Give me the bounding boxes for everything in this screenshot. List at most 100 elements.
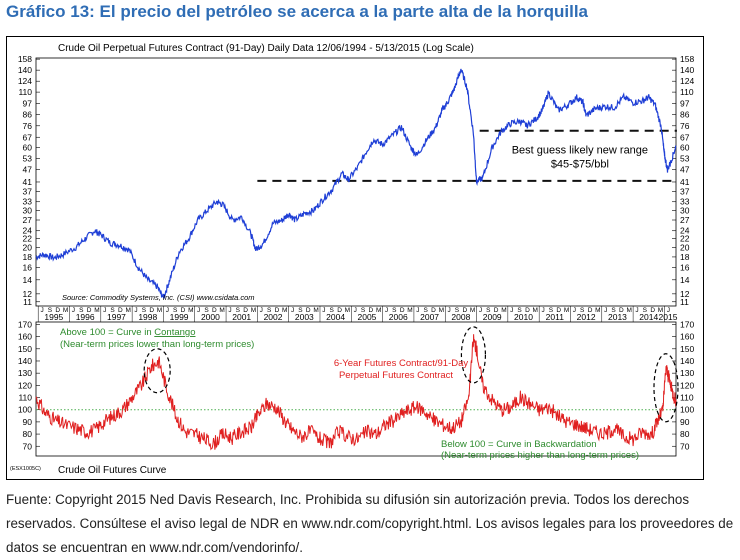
year-label: 2003 bbox=[295, 312, 314, 322]
month-label: J bbox=[103, 307, 106, 314]
month-label: J bbox=[291, 307, 294, 314]
bottom-ytick-label: 130 bbox=[18, 368, 32, 378]
top-ytick-label: 86 bbox=[680, 110, 690, 120]
month-label: S bbox=[267, 307, 272, 314]
bottom-ytick-label: 90 bbox=[680, 417, 690, 427]
top-ytick-label: 86 bbox=[23, 110, 33, 120]
top-ytick-label: 76 bbox=[680, 121, 690, 131]
month-label: J bbox=[385, 307, 388, 314]
month-label: J bbox=[604, 307, 607, 314]
backwardation-label: Below 100 = Curve in Backwardation bbox=[441, 439, 597, 450]
month-label: D bbox=[588, 307, 593, 314]
month-label: M bbox=[564, 307, 569, 314]
month-label: J bbox=[40, 307, 43, 314]
month-label: J bbox=[322, 307, 325, 314]
top-ytick-label: 18 bbox=[680, 252, 690, 262]
year-label: 1997 bbox=[107, 312, 126, 322]
bottom-ytick-label: 170 bbox=[18, 319, 32, 329]
year-label: 2006 bbox=[389, 312, 408, 322]
top-price-series bbox=[35, 68, 677, 299]
top-ytick-label: 110 bbox=[680, 87, 694, 97]
top-ytick-label: 33 bbox=[680, 197, 690, 207]
month-label: D bbox=[181, 307, 186, 314]
top-reference-lines bbox=[257, 129, 677, 182]
month-label: M bbox=[376, 307, 381, 314]
month-label: S bbox=[110, 307, 115, 314]
month-label: J bbox=[479, 307, 482, 314]
month-label: M bbox=[313, 307, 318, 314]
month-label: S bbox=[204, 307, 209, 314]
month-label: S bbox=[173, 307, 178, 314]
month-label: M bbox=[94, 307, 99, 314]
bottom-ytick-label: 80 bbox=[680, 429, 690, 439]
month-label: D bbox=[556, 307, 561, 314]
month-label: D bbox=[87, 307, 92, 314]
top-ytick-label: 67 bbox=[680, 132, 690, 142]
year-label: 2011 bbox=[546, 312, 565, 322]
month-label: D bbox=[431, 307, 436, 314]
top-ytick-label: 30 bbox=[680, 205, 690, 215]
top-ytick-label: 60 bbox=[23, 142, 33, 152]
month-label: M bbox=[157, 307, 162, 314]
highlight-ellipse bbox=[143, 348, 171, 394]
top-ytick-label: 16 bbox=[23, 263, 33, 273]
top-ytick-label: 158 bbox=[680, 54, 694, 64]
bottom-chart-title: Crude Oil Futures Curve bbox=[58, 465, 167, 476]
highlight-ellipses bbox=[143, 326, 679, 423]
top-ytick-label: 14 bbox=[680, 275, 690, 285]
year-label: 1996 bbox=[76, 312, 95, 322]
month-label: D bbox=[212, 307, 217, 314]
year-label: 2012 bbox=[577, 312, 596, 322]
top-ytick-label: 14 bbox=[23, 275, 33, 285]
month-label: J bbox=[166, 307, 169, 314]
month-label: D bbox=[494, 307, 499, 314]
top-ytick-label: 30 bbox=[23, 205, 33, 215]
month-label: S bbox=[48, 307, 53, 314]
range-annotation-1: Best guess likely new range bbox=[512, 145, 648, 157]
bottom-ytick-label: 120 bbox=[680, 380, 694, 390]
top-ytick-label: 27 bbox=[680, 215, 690, 225]
contango-label: Above 100 = Curve in Contango bbox=[60, 327, 195, 338]
top-ytick-label: 11 bbox=[680, 297, 689, 307]
top-ytick-label: 11 bbox=[23, 297, 32, 307]
year-label: 2014 bbox=[639, 312, 658, 322]
top-ytick-label: 27 bbox=[23, 215, 33, 225]
bottom-ytick-label: 150 bbox=[18, 344, 32, 354]
month-label: D bbox=[400, 307, 405, 314]
month-label: M bbox=[282, 307, 287, 314]
top-ytick-label: 47 bbox=[680, 165, 690, 175]
month-label: J bbox=[635, 307, 638, 314]
top-ytick-label: 33 bbox=[23, 197, 33, 207]
year-label: 2009 bbox=[483, 312, 502, 322]
month-label: S bbox=[142, 307, 147, 314]
top-ytick-label: 124 bbox=[680, 76, 694, 86]
bottom-ytick-label: 70 bbox=[680, 441, 690, 451]
month-label: M bbox=[63, 307, 68, 314]
month-label: S bbox=[611, 307, 616, 314]
month-label: M bbox=[658, 307, 663, 314]
top-ytick-label: 41 bbox=[23, 177, 33, 187]
year-label: 1999 bbox=[170, 312, 189, 322]
bottom-ytick-label: 160 bbox=[680, 332, 694, 342]
top-ytick-label: 37 bbox=[680, 186, 690, 196]
month-label: S bbox=[486, 307, 491, 314]
month-label: D bbox=[243, 307, 248, 314]
month-label: S bbox=[580, 307, 585, 314]
bottom-ytick-label: 130 bbox=[680, 368, 694, 378]
top-ytick-label: 16 bbox=[680, 263, 690, 273]
contango-word: Contango bbox=[154, 327, 195, 338]
year-label: 2013 bbox=[608, 312, 627, 322]
top-chart-title: Crude Oil Perpetual Futures Contract (91… bbox=[58, 43, 474, 54]
bottom-y-axis-left: 70 80 90 100 110 120 130 140 150 160 170 bbox=[18, 319, 40, 451]
month-label: S bbox=[455, 307, 460, 314]
highlight-ellipse bbox=[653, 353, 679, 423]
month-label: D bbox=[149, 307, 154, 314]
chart-panel: Crude Oil Perpetual Futures Contract (91… bbox=[6, 36, 704, 480]
oil-chart: Crude Oil Perpetual Futures Contract (91… bbox=[6, 36, 704, 480]
year-label: 2002 bbox=[264, 312, 283, 322]
month-label: M bbox=[501, 307, 506, 314]
month-label: M bbox=[345, 307, 350, 314]
month-label: S bbox=[392, 307, 397, 314]
source-note: Source: Commodity Systems, Inc. (CSI) ww… bbox=[62, 293, 255, 302]
